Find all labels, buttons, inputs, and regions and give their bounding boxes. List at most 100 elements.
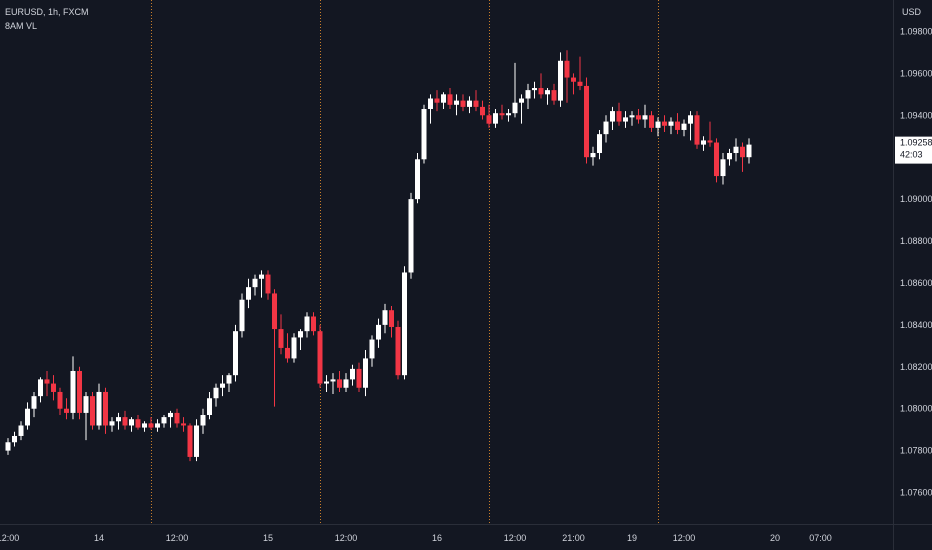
candle[interactable] [512,62,518,118]
candle[interactable] [493,108,498,128]
candle[interactable] [460,94,466,112]
candle[interactable] [681,119,687,137]
candle[interactable] [233,324,238,382]
candle[interactable] [174,408,180,428]
candle[interactable] [636,108,641,124]
candle[interactable] [200,408,206,434]
candle[interactable] [551,83,557,105]
candle[interactable] [272,289,277,407]
candle[interactable] [616,102,622,126]
candle[interactable] [668,117,674,135]
candle[interactable] [441,92,446,109]
candle[interactable] [298,329,303,351]
candle[interactable] [623,111,628,128]
candle[interactable] [525,83,531,109]
candle[interactable] [584,77,589,164]
candle[interactable] [408,192,414,279]
candle[interactable] [688,111,693,141]
candle[interactable] [727,148,732,166]
candle[interactable] [285,333,290,363]
candles[interactable] [5,50,752,462]
candle[interactable] [135,415,141,430]
candle[interactable] [376,318,381,348]
candle[interactable] [116,412,121,430]
candle[interactable] [220,375,225,397]
candle[interactable] [363,350,368,397]
candle[interactable] [317,324,323,388]
candle[interactable] [161,415,167,428]
candle[interactable] [12,431,17,447]
candle[interactable] [467,96,472,114]
candle[interactable] [714,138,719,183]
candle[interactable] [155,419,160,432]
candle[interactable] [31,391,37,418]
candle[interactable] [226,373,232,392]
candle[interactable] [5,438,11,455]
candle[interactable] [675,113,680,135]
candle[interactable] [473,90,479,112]
candle[interactable] [415,153,420,204]
candle[interactable] [369,335,375,367]
candle[interactable] [701,136,706,151]
candle[interactable] [70,356,76,420]
candle[interactable] [610,106,615,130]
candle[interactable] [629,111,635,126]
candle[interactable] [103,387,108,434]
symbol-title[interactable]: EURUSD, 1h, FXCM [5,7,89,17]
candle[interactable] [109,417,115,432]
candle[interactable] [194,419,199,462]
candle[interactable] [655,117,661,137]
candle[interactable] [662,115,667,133]
candle[interactable] [389,306,394,338]
candle[interactable] [382,303,388,334]
candle[interactable] [168,410,173,428]
candle[interactable] [356,362,362,392]
candle[interactable] [421,104,427,164]
candle[interactable] [337,370,342,392]
candle[interactable] [330,373,336,395]
candle[interactable] [707,121,713,147]
candle[interactable] [545,88,550,105]
candle[interactable] [304,312,310,338]
candle[interactable] [577,56,583,91]
candle[interactable] [259,270,264,298]
candle[interactable] [447,88,453,109]
candle[interactable] [83,391,89,441]
candle[interactable] [603,115,609,143]
candle[interactable] [77,366,82,420]
candle[interactable] [324,375,329,392]
candle[interactable] [90,391,95,430]
candle[interactable] [129,417,134,432]
candle[interactable] [746,138,752,164]
candle[interactable] [51,375,56,401]
candle[interactable] [252,274,258,296]
candle[interactable] [181,417,186,432]
candle[interactable] [733,138,739,162]
candle[interactable] [532,81,537,99]
candle[interactable] [207,391,212,420]
candle[interactable] [454,94,459,116]
candle[interactable] [428,94,433,124]
candle[interactable] [402,266,407,380]
candle[interactable] [122,410,128,430]
candle[interactable] [278,314,284,355]
candle[interactable] [25,402,30,430]
candle[interactable] [265,270,271,300]
candle[interactable] [597,129,602,160]
candle[interactable] [480,100,485,120]
candle[interactable] [38,377,43,403]
candle[interactable] [499,104,505,120]
candle[interactable] [538,73,544,99]
candle[interactable] [57,387,63,416]
candle[interactable] [434,90,440,112]
candle[interactable] [311,312,316,336]
candle[interactable] [519,94,524,124]
candle[interactable] [395,320,401,380]
candle[interactable] [740,142,745,172]
candle[interactable] [64,398,69,420]
candle[interactable] [486,104,492,128]
candle[interactable] [571,73,576,95]
candle[interactable] [649,111,654,133]
candle[interactable] [96,383,102,430]
